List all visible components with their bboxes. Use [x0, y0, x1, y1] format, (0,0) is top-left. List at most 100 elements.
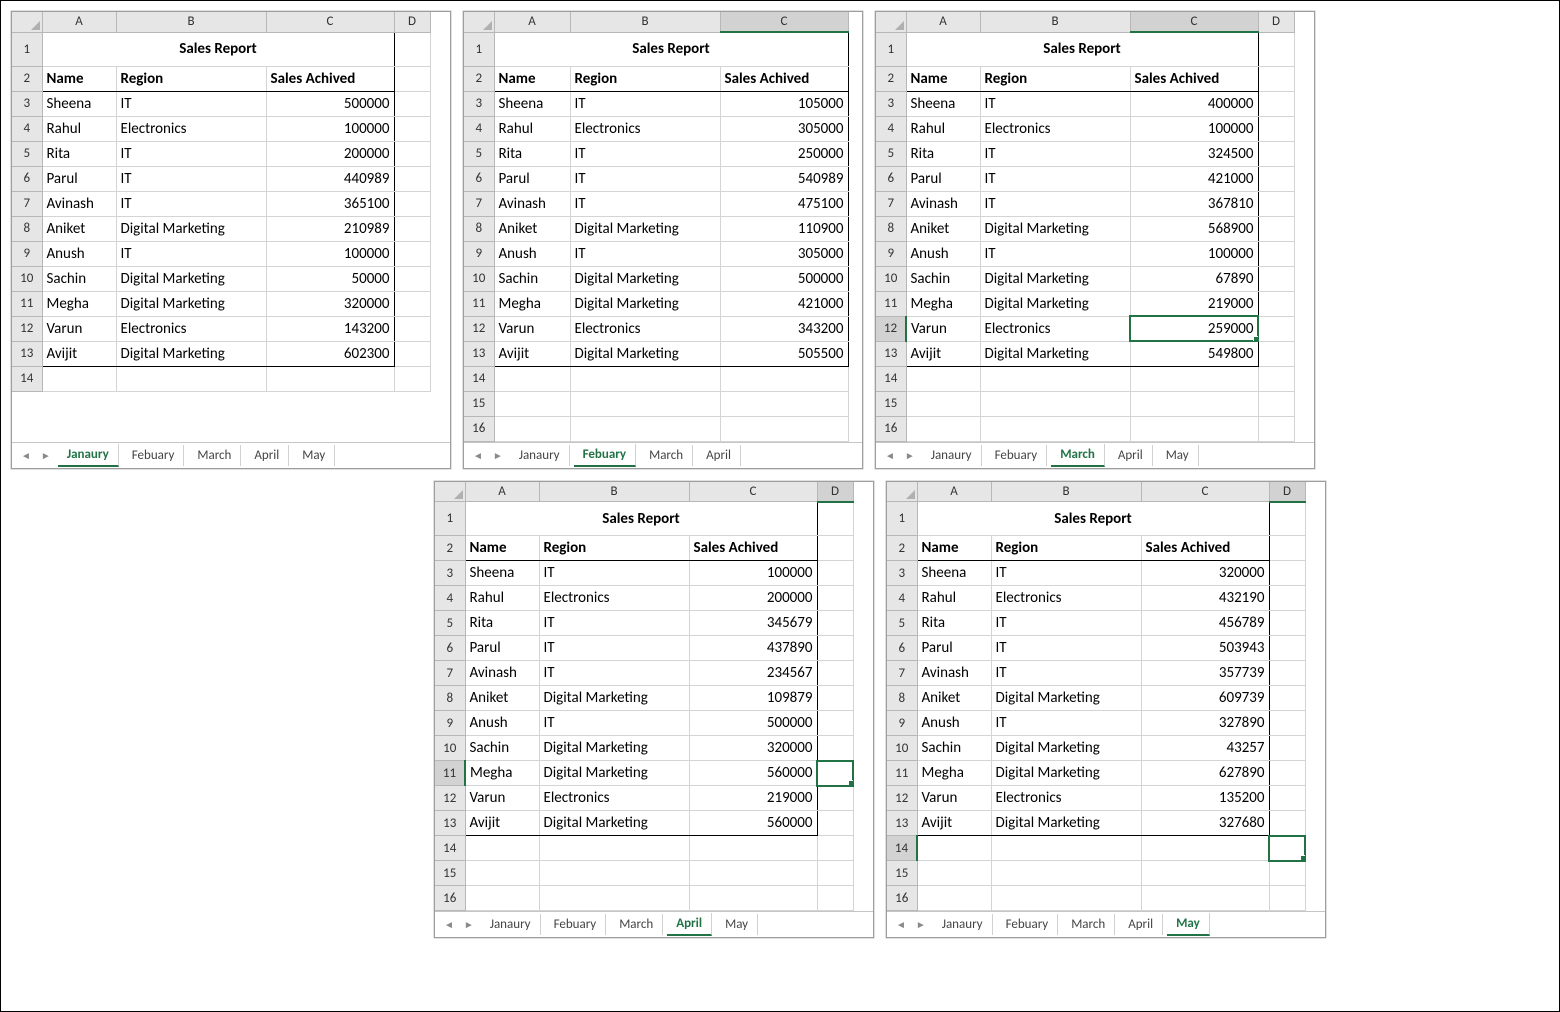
cell-region-4[interactable]: Electronics: [539, 586, 689, 611]
row-header-12[interactable]: 12: [464, 316, 494, 341]
cell-D4[interactable]: [1269, 586, 1305, 611]
row-header-2[interactable]: 2: [887, 536, 917, 561]
cell-region-7[interactable]: IT: [991, 661, 1141, 686]
row-header-16[interactable]: 16: [887, 886, 917, 911]
cell-D9[interactable]: [817, 711, 853, 736]
row-header-15[interactable]: 15: [435, 861, 465, 886]
sheet-tab-march[interactable]: March: [640, 445, 693, 466]
cell-A15[interactable]: [465, 861, 539, 886]
cell-name-10[interactable]: Sachin: [42, 266, 116, 291]
row-header-6[interactable]: 6: [887, 636, 917, 661]
cell-sales-6[interactable]: 421000: [1130, 166, 1258, 191]
cell-region-7[interactable]: IT: [570, 191, 720, 216]
cell-region-11[interactable]: Digital Marketing: [570, 291, 720, 316]
row-header-3[interactable]: 3: [876, 91, 906, 116]
row-header-2[interactable]: 2: [464, 66, 494, 91]
cell-D13[interactable]: [394, 341, 430, 366]
column-header-A[interactable]: A: [42, 12, 116, 32]
tab-nav-prev-icon[interactable]: ◄: [18, 449, 34, 462]
cell-D4[interactable]: [817, 586, 853, 611]
cell-D15[interactable]: [817, 861, 853, 886]
row-header-1[interactable]: 1: [435, 502, 465, 536]
cell-A16[interactable]: [906, 416, 980, 441]
column-header-A[interactable]: A: [917, 482, 991, 502]
row-header-7[interactable]: 7: [435, 661, 465, 686]
cell-D12[interactable]: [817, 786, 853, 811]
cell-sales-5[interactable]: 324500: [1130, 141, 1258, 166]
row-header-5[interactable]: 5: [435, 611, 465, 636]
cell-region-9[interactable]: IT: [116, 241, 266, 266]
cell-D16[interactable]: [817, 886, 853, 911]
cell-D10[interactable]: [1269, 736, 1305, 761]
cell-name-4[interactable]: Rahul: [494, 116, 570, 141]
cell-region-6[interactable]: IT: [980, 166, 1130, 191]
cell-region-7[interactable]: IT: [539, 661, 689, 686]
column-header-B[interactable]: B: [539, 482, 689, 502]
row-header-2[interactable]: 2: [876, 66, 906, 91]
row-header-16[interactable]: 16: [876, 416, 906, 441]
cell-region-12[interactable]: Electronics: [980, 316, 1130, 341]
cell-D6[interactable]: [1269, 636, 1305, 661]
cell-sales-4[interactable]: 305000: [720, 116, 848, 141]
cell-sales-12[interactable]: 343200: [720, 316, 848, 341]
cell-region-9[interactable]: IT: [570, 241, 720, 266]
cell-C15[interactable]: [720, 391, 848, 416]
cell-region-8[interactable]: Digital Marketing: [991, 686, 1141, 711]
cell-region-12[interactable]: Electronics: [570, 316, 720, 341]
select-all-corner[interactable]: [435, 482, 465, 502]
cell-name-3[interactable]: Sheena: [917, 561, 991, 586]
cell-D10[interactable]: [1258, 266, 1294, 291]
cell-name-11[interactable]: Megha: [906, 291, 980, 316]
sheet-tab-may[interactable]: May: [1157, 445, 1199, 466]
cell-region-10[interactable]: Digital Marketing: [991, 736, 1141, 761]
cell-sales-11[interactable]: 627890: [1141, 761, 1269, 786]
sheet-tab-febuary[interactable]: Febuary: [123, 445, 185, 466]
cell-D8[interactable]: [817, 686, 853, 711]
cell-sales-5[interactable]: 200000: [266, 141, 394, 166]
sheet-tab-janaury[interactable]: Janaury: [933, 914, 993, 935]
cell-B15[interactable]: [539, 861, 689, 886]
cell-sales-7[interactable]: 365100: [266, 191, 394, 216]
row-header-13[interactable]: 13: [887, 811, 917, 836]
cell-B14[interactable]: [991, 836, 1141, 861]
cell-sales-13[interactable]: 327680: [1141, 811, 1269, 836]
cell-region-10[interactable]: Digital Marketing: [539, 736, 689, 761]
row-header-5[interactable]: 5: [887, 611, 917, 636]
cell-sales-11[interactable]: 560000: [689, 761, 817, 786]
row-header-12[interactable]: 12: [887, 786, 917, 811]
cell-region-5[interactable]: IT: [980, 141, 1130, 166]
cell-A15[interactable]: [917, 861, 991, 886]
cell-sales-11[interactable]: 219000: [1130, 291, 1258, 316]
cell-B14[interactable]: [116, 366, 266, 391]
cell-name-10[interactable]: Sachin: [465, 736, 539, 761]
cell-name-5[interactable]: Rita: [42, 141, 116, 166]
cell-name-6[interactable]: Parul: [494, 166, 570, 191]
row-header-6[interactable]: 6: [435, 636, 465, 661]
row-header-15[interactable]: 15: [876, 391, 906, 416]
cell-name-7[interactable]: Avinash: [465, 661, 539, 686]
column-header-C[interactable]: C: [689, 482, 817, 502]
cell-region-4[interactable]: Electronics: [116, 116, 266, 141]
row-header-10[interactable]: 10: [876, 266, 906, 291]
column-header-D[interactable]: D: [1258, 12, 1294, 32]
cell-sales-12[interactable]: 219000: [689, 786, 817, 811]
row-header-13[interactable]: 13: [435, 811, 465, 836]
row-header-9[interactable]: 9: [12, 241, 42, 266]
cell-name-3[interactable]: Sheena: [906, 91, 980, 116]
column-header-A[interactable]: A: [494, 12, 570, 32]
cell-C16[interactable]: [1130, 416, 1258, 441]
cell-region-11[interactable]: Digital Marketing: [980, 291, 1130, 316]
row-header-8[interactable]: 8: [435, 686, 465, 711]
cell-region-8[interactable]: Digital Marketing: [980, 216, 1130, 241]
sheet-tab-janaury[interactable]: Janaury: [481, 914, 541, 935]
cell-C14[interactable]: [720, 366, 848, 391]
cell-region-11[interactable]: Digital Marketing: [991, 761, 1141, 786]
cell-sales-10[interactable]: 43257: [1141, 736, 1269, 761]
row-header-16[interactable]: 16: [435, 886, 465, 911]
cell-D4[interactable]: [1258, 116, 1294, 141]
cell-B15[interactable]: [570, 391, 720, 416]
row-header-1[interactable]: 1: [887, 502, 917, 536]
cell-A14[interactable]: [465, 836, 539, 861]
sheet-tab-febuary[interactable]: Febuary: [545, 914, 607, 935]
select-all-corner[interactable]: [12, 12, 42, 32]
